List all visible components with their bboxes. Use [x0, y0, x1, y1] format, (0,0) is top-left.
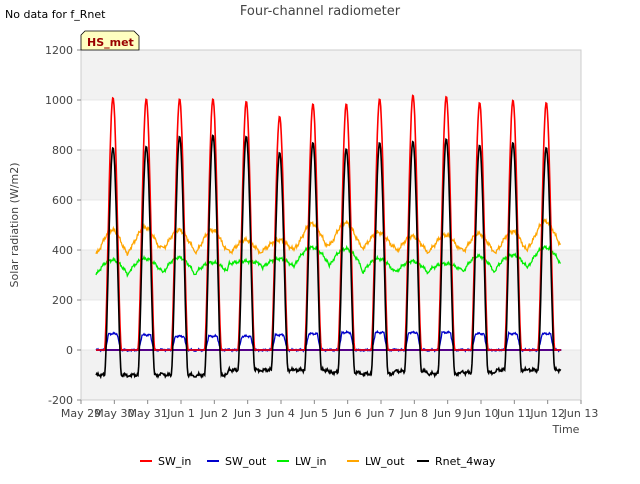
legend-label: LW_out	[365, 455, 405, 468]
y-tick-label: 0	[66, 344, 73, 357]
x-tick-label: Jun 5	[299, 407, 328, 420]
series-line-rnet-4way	[95, 134, 562, 380]
x-axis-label: Time	[552, 423, 580, 436]
y-axis: -200 0 200 400 600 800 1000 1200	[45, 44, 81, 407]
x-tick-label: Jun 8	[399, 407, 428, 420]
x-tick-label: May 31	[128, 407, 168, 420]
y-tick-label: 1000	[45, 94, 73, 107]
plot-frame	[80, 49, 582, 401]
x-tick-label: Jun 2	[199, 407, 228, 420]
site-badge-label: HS_met	[87, 36, 134, 49]
y-axis-label: Solar radiation (W/m2)	[8, 162, 21, 287]
y-tick-label: 800	[52, 144, 73, 157]
background-band	[81, 50, 581, 100]
corner-note: No data for f_Rnet	[5, 8, 106, 21]
legend-label: SW_in	[158, 455, 191, 468]
legend-label: Rnet_4way	[435, 455, 496, 468]
x-tick-label: Jun 10	[463, 407, 499, 420]
x-tick-label: May 29	[61, 407, 101, 420]
y-tick-label: 1200	[45, 44, 73, 57]
y-tick-label: 200	[52, 294, 73, 307]
x-tick-label: May 30	[94, 407, 134, 420]
legend: SW_in SW_out LW_in LW_out Rnet_4way	[140, 455, 496, 468]
background-bands	[81, 50, 581, 400]
background-band	[81, 100, 581, 150]
x-tick-label: Jun 11	[496, 407, 532, 420]
background-band	[81, 250, 581, 300]
y-tick-label: -200	[48, 394, 73, 407]
series-layer	[95, 94, 562, 380]
x-tick-label: Jun 3	[233, 407, 262, 420]
legend-label: SW_out	[225, 455, 267, 468]
x-tick-label: Jun 1	[166, 407, 195, 420]
site-badge: HS_met	[80, 30, 140, 51]
background-band	[81, 150, 581, 200]
x-tick-label: Jun 6	[333, 407, 362, 420]
x-tick-label: Jun 12	[529, 407, 565, 420]
chart-title: Four-channel radiometer	[240, 4, 401, 19]
x-tick-label: Jun 4	[266, 407, 295, 420]
y-tick-label: 600	[52, 194, 73, 207]
background-band	[81, 300, 581, 350]
y-tick-label: 400	[52, 244, 73, 257]
x-tick-label: Jun 13	[563, 407, 599, 420]
x-tick-label: Jun 9	[433, 407, 462, 420]
x-tick-label: Jun 7	[366, 407, 395, 420]
legend-label: LW_in	[295, 455, 327, 468]
